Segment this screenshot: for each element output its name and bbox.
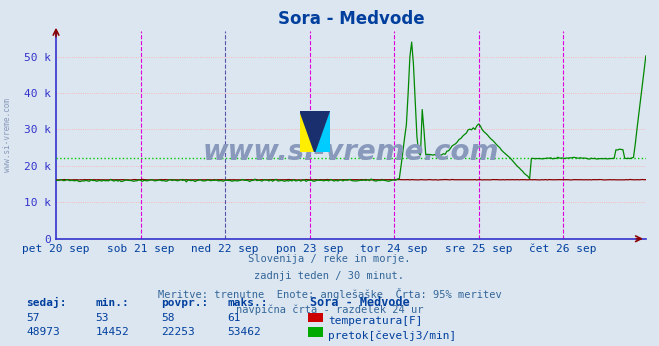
Text: 14452: 14452 [96,327,129,337]
Text: 57: 57 [26,313,40,323]
Text: pretok[čevelj3/min]: pretok[čevelj3/min] [328,330,457,340]
Text: Meritve: trenutne  Enote: anglešaške  Črta: 95% meritev: Meritve: trenutne Enote: anglešaške Črta… [158,288,501,300]
Text: 53462: 53462 [227,327,261,337]
Text: 22253: 22253 [161,327,195,337]
Polygon shape [300,111,315,152]
Polygon shape [315,111,330,152]
Text: temperatura[F]: temperatura[F] [328,316,422,326]
Text: 58: 58 [161,313,175,323]
Text: www.si-vreme.com: www.si-vreme.com [3,98,13,172]
Text: sedaj:: sedaj: [26,297,67,308]
Text: Slovenija / reke in morje.: Slovenija / reke in morje. [248,254,411,264]
Text: zadnji teden / 30 minut.: zadnji teden / 30 minut. [254,271,405,281]
Text: 48973: 48973 [26,327,60,337]
Text: Sora - Medvode: Sora - Medvode [310,296,409,309]
Text: www.si-vreme.com: www.si-vreme.com [203,138,499,165]
Text: navpična črta - razdelek 24 ur: navpična črta - razdelek 24 ur [236,304,423,315]
Text: povpr.:: povpr.: [161,298,209,308]
Text: min.:: min.: [96,298,129,308]
Title: Sora - Medvode: Sora - Medvode [277,10,424,28]
Text: 61: 61 [227,313,241,323]
Text: maks.:: maks.: [227,298,268,308]
Text: 53: 53 [96,313,109,323]
Polygon shape [300,111,330,152]
